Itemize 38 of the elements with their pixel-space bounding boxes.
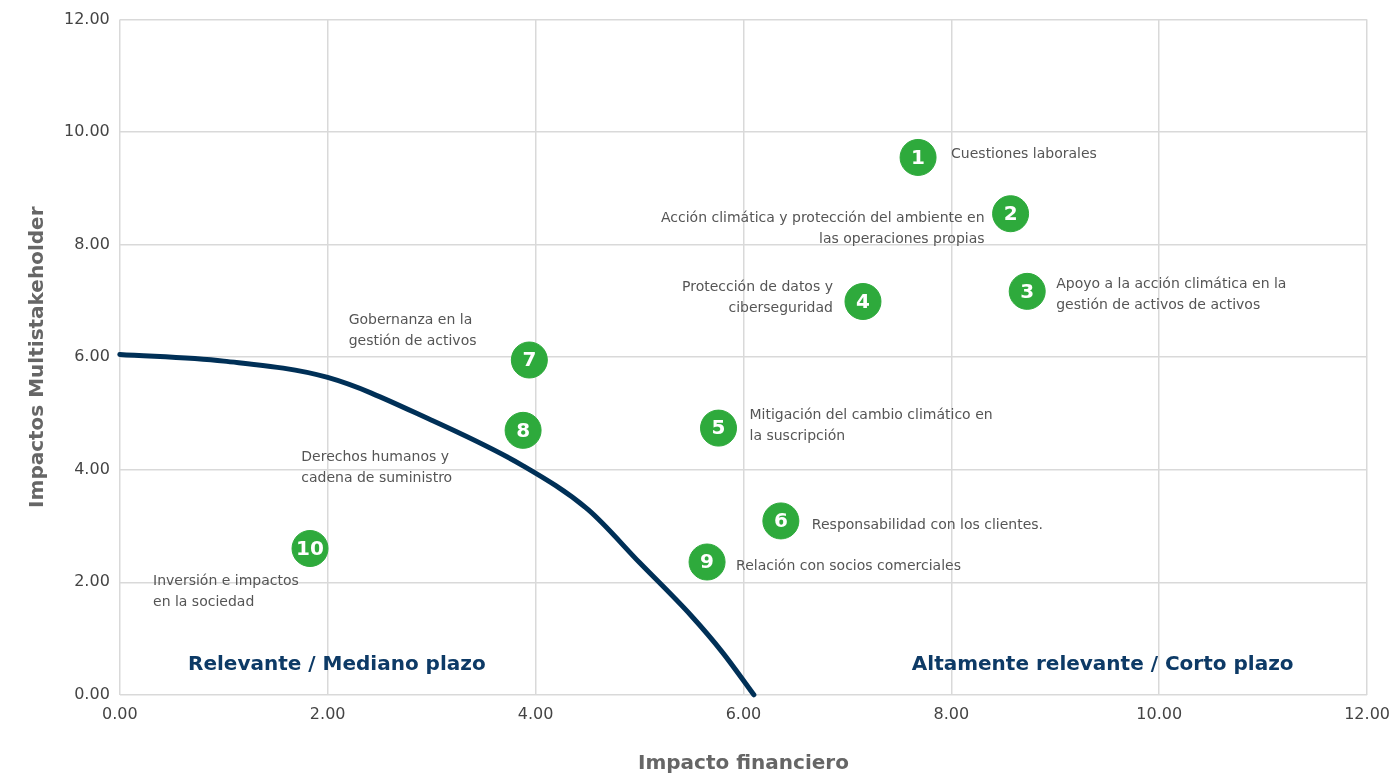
y-tick-label: 12.00 [63,8,110,28]
annotation: Apoyo a la acción climática en la gestión de activos de activos [1056,275,1287,313]
annotation: 6 [773,508,788,533]
annotation: Relevante / Mediano plazo [188,650,486,675]
annotation: Responsabilidad con los clientes. [811,515,1044,532]
annotation: 2 [1003,200,1018,225]
annotation: 10 [296,535,324,560]
annotation: 4 [856,288,870,313]
annotation: Protección de datos y ciberseguridad [681,278,833,316]
annotation: Derechos humanos y cadena de suministro [301,448,453,486]
x-tick-label: 12.00 [1344,703,1390,723]
y-tick-label: 8.00 [74,233,110,253]
annotation: 7 [522,347,537,372]
x-tick-label: 10.00 [1136,703,1183,723]
annotation: Altamente relevante / Corto plazo [911,650,1294,675]
y-tick-label: 0.00 [74,683,110,703]
y-tick-label: 6.00 [74,346,110,366]
annotation: Cuestiones laborales [951,145,1097,162]
annotation: 1 [911,144,926,169]
annotation: Acción climática y protección del ambiente en las operaciones propias [661,209,985,247]
y-axis-title: Impactos Multistakeholder [24,206,49,508]
y-tick-label: 4.00 [74,458,110,478]
annotation: 8 [516,417,531,442]
x-tick-label: 6.00 [725,703,762,723]
annotation: Gobernanza en la gestión de activos [348,310,477,348]
x-tick-label: 4.00 [517,703,554,723]
annotation: 5 [711,415,726,440]
y-tick-label: 10.00 [63,121,110,141]
x-tick-label: 0.00 [101,703,138,723]
annotation: Mitigación del cambio climático en la suscripción [749,405,993,443]
x-tick-label: 2.00 [309,703,346,723]
annotation: 9 [700,549,715,574]
annotation: Inversión e impactos en la sociedad [153,572,299,610]
annotation: 3 [1020,278,1035,303]
x-axis-title: Impacto financiero [638,750,849,775]
y-tick-label: 2.00 [74,571,110,591]
annotation: Relación con socios comerciales [736,556,962,573]
x-tick-label: 8.00 [933,703,970,723]
